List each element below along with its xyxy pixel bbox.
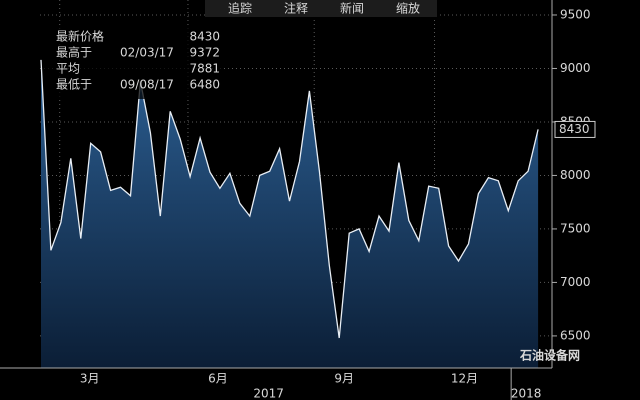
x-tick-label: 3月 [80,372,100,386]
toolbar-button[interactable]: 注释 [284,1,308,16]
legend-date: 09/08/17 [120,78,174,92]
toolbar-button[interactable]: 追踪 [228,1,252,16]
legend-value: 9372 [189,46,220,60]
last-value-label: 8430 [559,122,590,136]
line [40,59,539,339]
toolbar-button[interactable]: 新闻 [340,1,364,16]
last-value-tag [554,120,596,138]
toolbar [205,0,437,17]
x-tick-label: 12月 [451,372,478,386]
year-label: 2017 [253,387,284,400]
legend-box [44,27,224,99]
y-tick-label: 6500 [560,328,591,342]
legend-label: 最低于 [56,78,92,92]
legend-date: 02/03/17 [120,46,174,60]
watermark: 石油设备网 [519,348,580,363]
x-tick-label: 6月 [208,372,228,386]
legend-label: 最高于 [56,45,92,60]
legend-value: 8430 [189,30,220,44]
y-tick-label: 8000 [560,168,591,182]
year-label: 2018 [511,387,542,400]
legend-value: 7881 [189,62,220,76]
y-tick-label: 7500 [560,221,591,235]
toolbar-button[interactable]: 缩放 [396,1,420,16]
x-tick-label: 9月 [334,372,354,386]
y-tick-label: 9500 [560,7,591,21]
legend-value: 6480 [189,78,220,92]
y-tick-label: 9000 [560,61,591,75]
legend-label: 平均 [56,62,80,76]
legend-label: 最新价格 [56,29,104,44]
y-tick-label: 7000 [560,275,591,289]
area [41,59,539,369]
